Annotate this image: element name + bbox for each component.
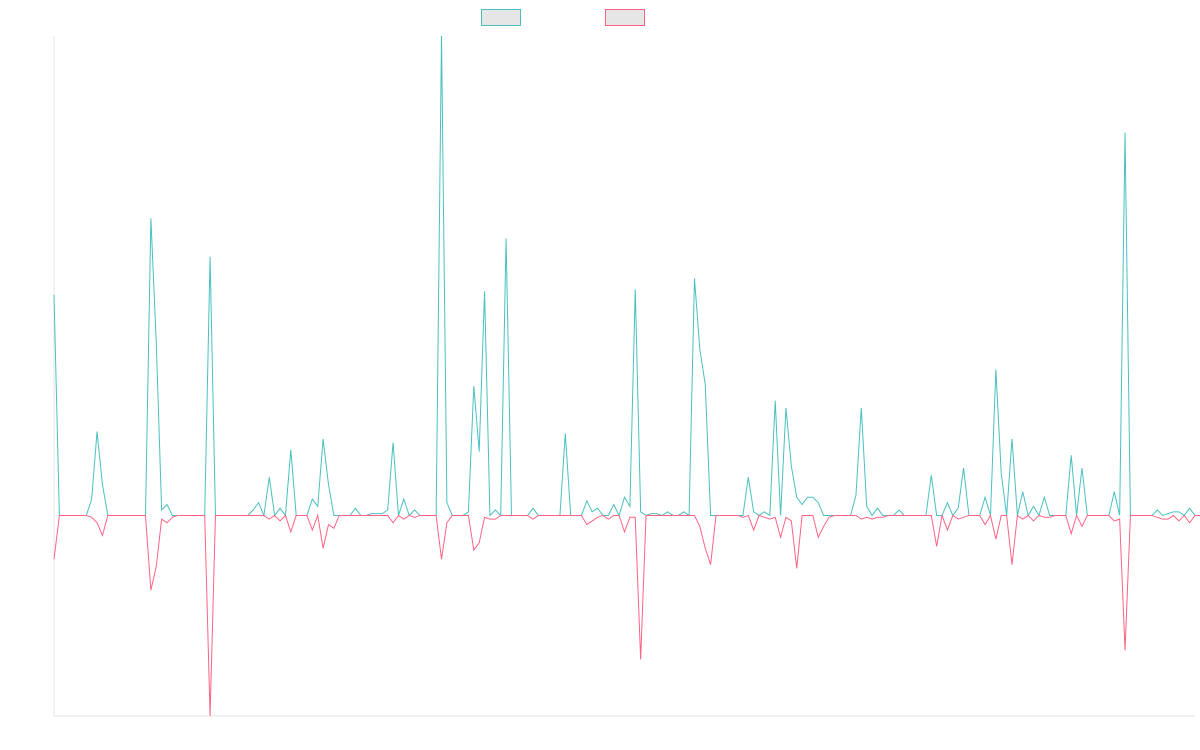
legend-swatch-series-pink[interactable]	[605, 9, 645, 26]
series-layer	[53, 35, 1200, 717]
series-line-0[interactable]	[53, 35, 1200, 518]
legend-swatch-series-teal[interactable]	[481, 9, 521, 26]
series-line-1[interactable]	[53, 513, 1200, 717]
